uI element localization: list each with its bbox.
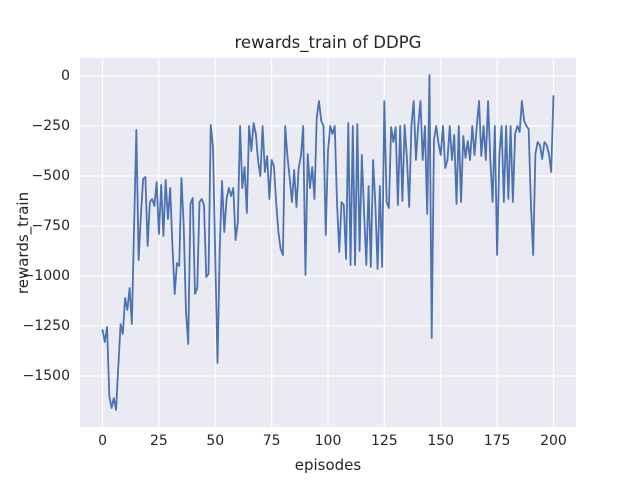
x-axis-label: episodes [294, 456, 362, 474]
x-tick-label: 0 [98, 433, 107, 449]
y-tick-label: 0 [61, 68, 70, 84]
x-tick-label: 200 [540, 433, 567, 449]
y-tick-label: −1500 [22, 368, 70, 384]
gridlines [80, 58, 576, 427]
x-tick-label: 175 [483, 433, 511, 449]
y-tick-label: −500 [31, 168, 70, 184]
chart-title: rewards_train of DDPG [234, 33, 422, 52]
x-tick-label: 25 [149, 433, 168, 449]
y-axis-label: rewards_train [14, 191, 32, 295]
x-tick-label: 100 [314, 433, 342, 449]
x-tick-label: 125 [370, 433, 398, 449]
y-tick-label: −1000 [22, 268, 70, 284]
rewards-line [101, 74, 555, 411]
x-tick-label: 75 [262, 433, 281, 449]
x-tick-label: 50 [206, 433, 225, 449]
y-tick-label: −250 [31, 118, 70, 134]
y-tick-label: −1250 [22, 318, 70, 334]
x-tick-label: 150 [427, 433, 455, 449]
y-tick-label: −750 [31, 218, 70, 234]
